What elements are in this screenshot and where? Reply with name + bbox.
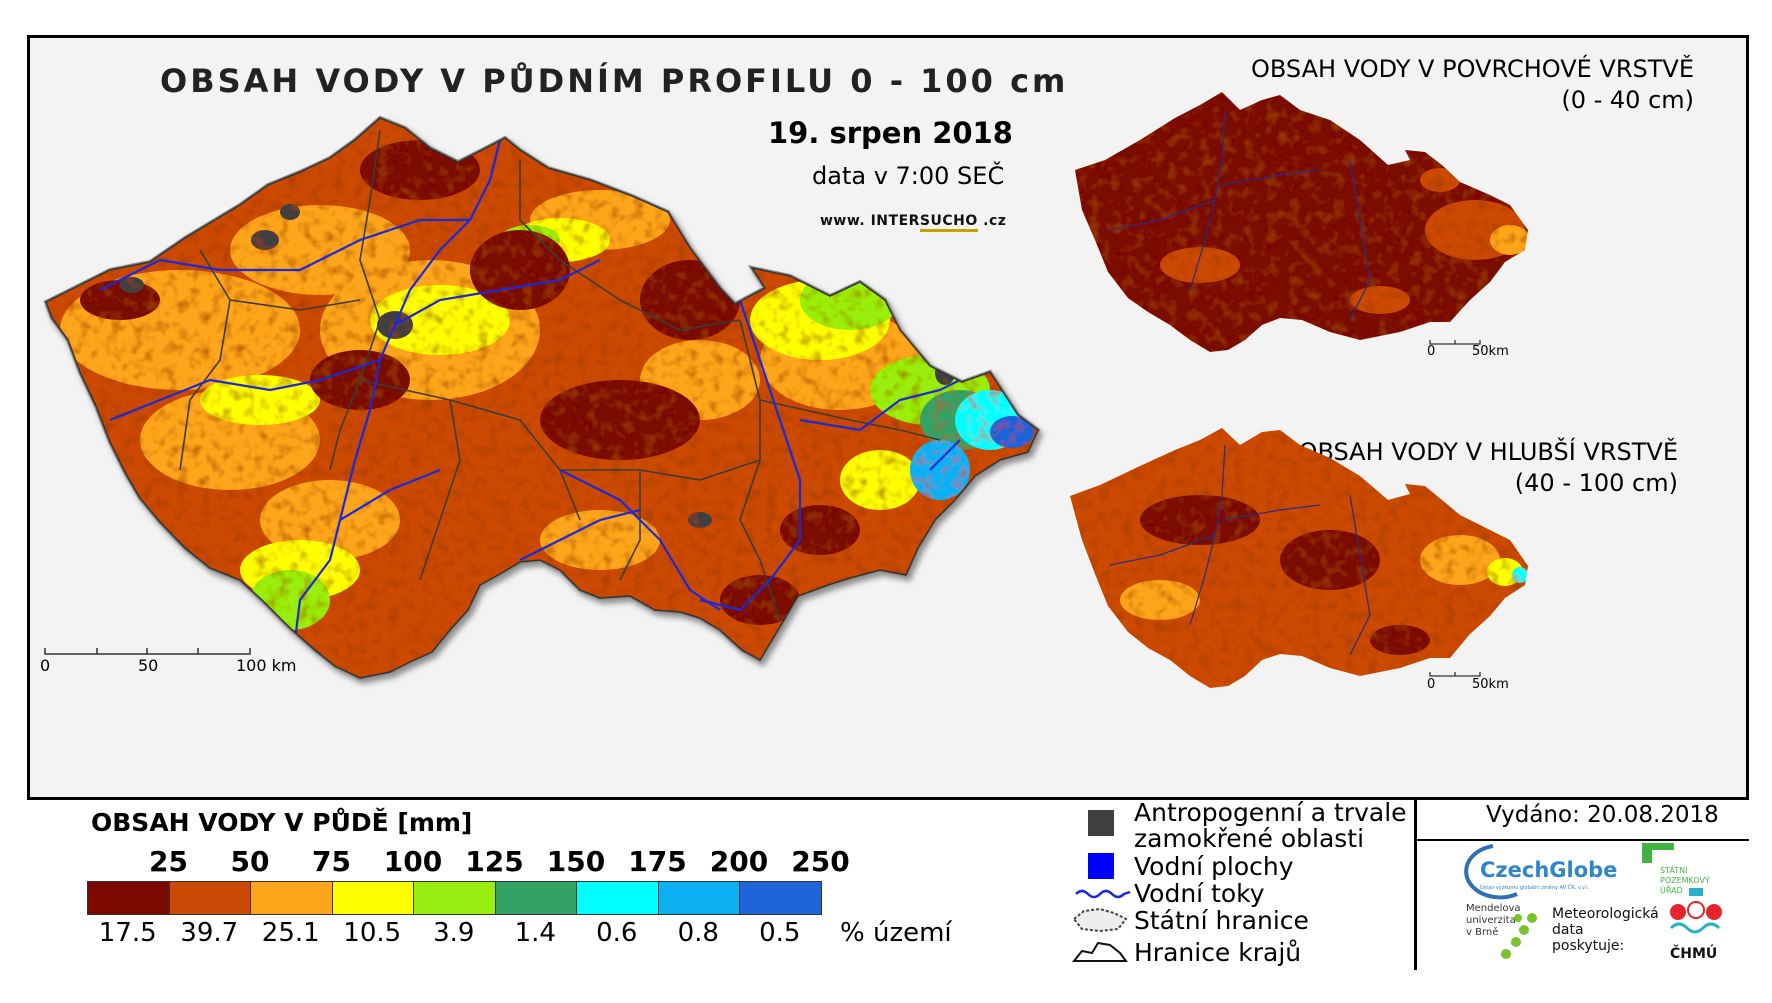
mendel-line2: univerzita bbox=[1466, 915, 1516, 926]
main-scale-bar bbox=[44, 648, 251, 655]
website-highlight: SUCHO bbox=[919, 213, 978, 232]
mendel-line3: v Brně bbox=[1466, 927, 1499, 938]
legend-percent-label: 0.6 bbox=[596, 918, 638, 948]
inset-deep-title: OBSAH VODY V HLUBŠÍ VRSTVĚ (40 - 100 cm) bbox=[1299, 437, 1678, 499]
legend-percent-label: 17.5 bbox=[98, 918, 157, 948]
inset-deep-title-line2: (40 - 100 cm) bbox=[1514, 469, 1678, 497]
legend-threshold-label: 250 bbox=[791, 845, 850, 878]
spu-line3: ÚŘAD bbox=[1660, 886, 1683, 895]
meteo-credit: Meteorologická data poskytuje: bbox=[1552, 906, 1659, 954]
legend-threshold-label: 175 bbox=[628, 845, 687, 878]
water-bodies-swatch bbox=[1088, 853, 1114, 879]
czechglobe-logo: CzechGlobe bbox=[1480, 858, 1618, 882]
legend-swatch bbox=[168, 881, 251, 915]
legend-percent-label: 0.8 bbox=[677, 918, 719, 948]
legend-percent-label: 3.9 bbox=[433, 918, 475, 948]
spu-line2: POZEMKOVÝ bbox=[1660, 876, 1710, 885]
chmu-logo: ČHMÚ bbox=[1670, 946, 1718, 962]
website-link[interactable]: www. INTERSUCHO .cz bbox=[820, 213, 1007, 232]
czechglobe-logo-icon bbox=[1464, 844, 1518, 900]
page-title: OBSAH VODY V PŮDNÍM PROFILU 0 - 100 cm bbox=[160, 62, 1069, 100]
inset-surface-title-line1: OBSAH VODY V POVRCHOVÉ VRSTVĚ bbox=[1251, 55, 1694, 83]
legend-threshold-label: 25 bbox=[149, 845, 188, 878]
inset-deep-scale-0: 0 bbox=[1427, 677, 1436, 692]
spu-logo-icon bbox=[1642, 843, 1674, 863]
website-suffix: .cz bbox=[977, 213, 1007, 229]
inset-surface-title-line2: (0 - 40 cm) bbox=[1561, 86, 1694, 114]
data-time-note: data v 7:00 SEČ bbox=[812, 162, 1005, 190]
spu-line1: STÁTNÍ bbox=[1660, 866, 1688, 875]
czechglobe-subtitle: Ústav výzkumu globální změny AV ČR, v.v.… bbox=[1480, 885, 1590, 891]
legend-percent-label: 0.5 bbox=[759, 918, 801, 948]
anthropogenic-label-line1: Antropogenní a trvale bbox=[1134, 798, 1407, 827]
legend-swatch bbox=[576, 881, 659, 915]
spu-logo: STÁTNÍ POZEMKOVÝ ÚŘAD bbox=[1660, 866, 1710, 896]
legend-swatch bbox=[739, 881, 822, 915]
percent-unit-label: % území bbox=[840, 918, 952, 948]
mendel-logo: Mendelova univerzita v Brně bbox=[1466, 903, 1521, 939]
legend-threshold-label: 50 bbox=[230, 845, 270, 878]
legend-swatch bbox=[250, 881, 333, 915]
legend-threshold-label: 150 bbox=[546, 845, 606, 878]
legend-percent-label: 1.4 bbox=[514, 918, 556, 948]
streams-symbol bbox=[1075, 889, 1131, 899]
legend-swatch bbox=[494, 881, 577, 915]
main-scale-50: 50 bbox=[138, 656, 159, 675]
anthropogenic-swatch bbox=[1088, 810, 1114, 836]
state-border-symbol bbox=[1072, 907, 1128, 933]
map-date: 19. srpen 2018 bbox=[768, 116, 1013, 150]
legend-swatch bbox=[331, 881, 414, 915]
inset-deep-title-line1: OBSAH VODY V HLUBŠÍ VRSTVĚ bbox=[1298, 438, 1678, 466]
issued-rule bbox=[1416, 839, 1749, 841]
anthropogenic-label-line2: zamokřené oblasti bbox=[1134, 824, 1365, 853]
legend-swatch bbox=[87, 881, 170, 915]
legend-swatch bbox=[413, 881, 496, 915]
state-border-label: Státní hranice bbox=[1134, 906, 1309, 935]
legend-threshold-label: 100 bbox=[383, 845, 443, 878]
legend-threshold-label: 75 bbox=[312, 845, 351, 878]
meteo-line2: data bbox=[1552, 922, 1584, 938]
legend-percent-label: 10.5 bbox=[343, 918, 402, 948]
mendel-line1: Mendelova bbox=[1466, 903, 1521, 914]
legend-percent-label: 39.7 bbox=[180, 918, 239, 948]
meteo-line1: Meteorologická bbox=[1552, 906, 1659, 922]
inset-surface-scale-0: 0 bbox=[1427, 344, 1436, 359]
footer-divider bbox=[1414, 797, 1417, 970]
inset-surface-scale-50: 50km bbox=[1472, 344, 1509, 359]
legend-threshold-label: 200 bbox=[709, 845, 769, 878]
anthropogenic-label: Antropogenní a trvale zamokřené oblasti bbox=[1134, 800, 1407, 852]
inset-deep-scale-50: 50km bbox=[1472, 677, 1509, 692]
meteo-line3: poskytuje: bbox=[1552, 938, 1625, 954]
mendel-logo-icon bbox=[1501, 913, 1537, 959]
legend-percent-label: 25.1 bbox=[261, 918, 320, 948]
streams-label: Vodní toky bbox=[1134, 879, 1265, 908]
region-border-label: Hranice krajů bbox=[1134, 938, 1302, 967]
main-scale-0: 0 bbox=[40, 656, 51, 675]
water-bodies-label: Vodní plochy bbox=[1134, 852, 1294, 881]
legend-threshold-label: 125 bbox=[465, 845, 524, 878]
legend-swatch bbox=[657, 881, 740, 915]
main-scale-100: 100 km bbox=[236, 656, 297, 675]
chmu-logo-icon bbox=[1669, 888, 1722, 934]
website-prefix: www. INTER bbox=[820, 213, 920, 229]
legend-title: OBSAH VODY V PŮDĚ [mm] bbox=[91, 808, 473, 837]
region-border-symbol bbox=[1071, 941, 1128, 962]
inset-surface-title: OBSAH VODY V POVRCHOVÉ VRSTVĚ (0 - 40 cm… bbox=[1251, 54, 1694, 116]
issued-date: Vydáno: 20.08.2018 bbox=[1486, 802, 1719, 828]
